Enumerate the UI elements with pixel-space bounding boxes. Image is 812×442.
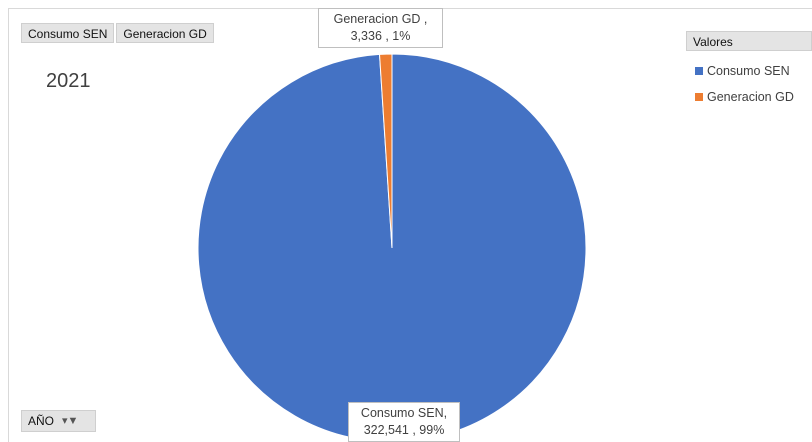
pie-slice-generacion-gd[interactable] (378, 53, 393, 249)
year-filter-label: AÑO (28, 414, 55, 428)
filter-year-value: 2021 (46, 70, 91, 92)
filter-funnel-icon: ▾▼ (62, 415, 79, 427)
field-button-generacion-gd[interactable]: Generacion GD (116, 23, 214, 43)
legend-label-consumo: Consumo SEN (707, 64, 790, 78)
year-filter-button[interactable]: AÑO ▾▼ (21, 410, 96, 432)
data-label-generacion-line2: 3,336 , 1% (350, 29, 411, 43)
data-label-consumo-sen: Consumo SEN, 322,541 , 99% (348, 402, 460, 442)
legend-label-generacion: Generacion GD (707, 90, 794, 104)
legend-swatch-consumo (695, 67, 703, 75)
legend-item-generacion-gd[interactable]: Generacion GD (695, 90, 794, 104)
data-label-consumo-line2: 322,541 , 99% (363, 423, 445, 437)
data-label-generacion-gd: Generacion GD , 3,336 , 1% (318, 8, 443, 48)
data-label-consumo-line1: Consumo SEN, (360, 406, 448, 420)
field-button-consumo-sen[interactable]: Consumo SEN (21, 23, 115, 43)
legend-item-consumo-sen[interactable]: Consumo SEN (695, 64, 790, 78)
legend-title[interactable]: Valores (686, 31, 812, 51)
data-label-generacion-line1: Generacion GD , (333, 12, 428, 26)
legend-swatch-generacion (695, 93, 703, 101)
value-field-buttons: Consumo SEN Generacion GD (21, 23, 214, 43)
